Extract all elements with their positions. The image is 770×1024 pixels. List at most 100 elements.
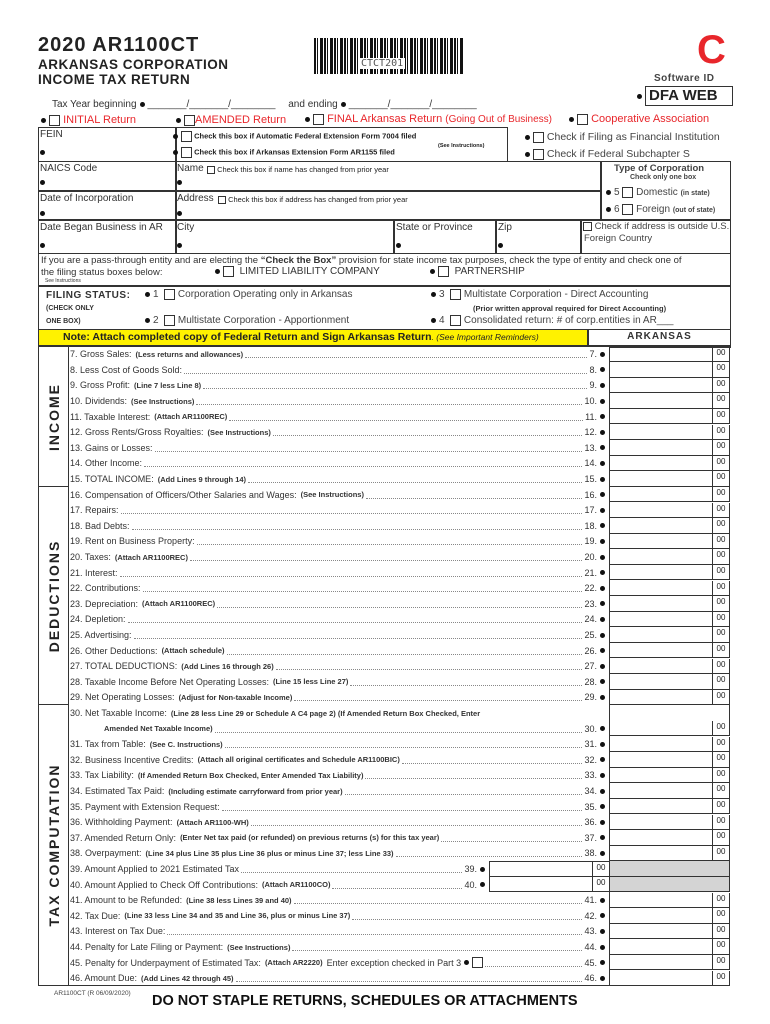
ext-7004-option[interactable]: Check this box if Automatic Federal Exte…	[170, 131, 416, 142]
foreign-checkbox[interactable]	[622, 204, 634, 215]
address-changed-checkbox[interactable]	[218, 196, 226, 205]
ext-1155-checkbox[interactable]	[181, 147, 192, 158]
filing-option-4[interactable]: 4 Consolidated return: # of corp.entitie…	[428, 315, 673, 326]
domestic-checkbox[interactable]	[622, 187, 634, 198]
address-field[interactable]	[177, 211, 182, 216]
line-37-amount-field[interactable]: 00	[609, 830, 730, 846]
line-34-row: 34. Estimated Tax Paid: (Including estima…	[70, 783, 608, 799]
line-10-amount-field[interactable]: 00	[609, 393, 730, 409]
line-38-amount-field[interactable]: 00	[609, 845, 730, 862]
partnership-option[interactable]: PARTNERSHIP	[427, 266, 525, 277]
line-44-amount-field[interactable]: 00	[609, 939, 730, 955]
cooperative-option[interactable]: Cooperative Association	[566, 113, 709, 125]
filing-option-3[interactable]: 3 Multistate Corporation - Direct Accoun…	[428, 289, 648, 300]
zip-field[interactable]	[498, 243, 503, 248]
line-46-amount-field[interactable]: 00	[609, 970, 730, 987]
line-34-amount-field[interactable]: 00	[609, 783, 730, 799]
initial-return-option[interactable]: INITIAL Return	[38, 114, 136, 126]
line-45-amount-field[interactable]: 00	[609, 954, 730, 971]
line-24-amount-field[interactable]: 00	[609, 611, 730, 628]
name-field[interactable]	[177, 180, 182, 185]
line-15-amount-field[interactable]: 00	[609, 471, 730, 487]
exception-checkbox[interactable]	[472, 957, 484, 969]
cents-field: 00	[712, 455, 729, 471]
domestic-option[interactable]: 5 Domestic (in state)	[603, 187, 710, 198]
filing-option-1[interactable]: 1 Corporation Operating only in Arkansas	[142, 289, 352, 300]
tax-year-end-field[interactable]: _______/_______/________	[348, 99, 477, 110]
line-20-amount-field[interactable]: 00	[609, 549, 730, 565]
state-field[interactable]	[396, 243, 401, 248]
naics-field[interactable]	[40, 180, 45, 185]
financial-institution-checkbox[interactable]	[533, 131, 544, 143]
line-39-amount-field[interactable]: 00	[489, 861, 610, 877]
line-32-amount-field[interactable]: 00	[609, 752, 730, 768]
outside-us-option[interactable]: Check if address is outside U.S.	[583, 221, 729, 232]
financial-institution-option[interactable]: Check if Filing as Financial Institution	[522, 131, 720, 143]
line-25-amount-field[interactable]: 00	[609, 627, 730, 643]
line-8-amount-field[interactable]: 00	[609, 362, 730, 378]
name-changed-option[interactable]: Check this box if name has changed from …	[207, 165, 389, 175]
subchapter-s-checkbox[interactable]	[533, 148, 544, 160]
city-field[interactable]	[177, 243, 182, 248]
line-19-amount-field[interactable]: 00	[609, 533, 730, 550]
line-11-amount-field[interactable]: 00	[609, 408, 730, 425]
name-changed-checkbox[interactable]	[207, 166, 215, 175]
ext-7004-checkbox[interactable]	[181, 131, 192, 142]
line-35-amount-field[interactable]: 00	[609, 798, 730, 815]
amended-return-option[interactable]: AMENDED Return	[173, 114, 286, 126]
fein-field[interactable]	[40, 150, 45, 155]
line-12-amount-field[interactable]: 00	[609, 424, 730, 441]
line-43-amount-field[interactable]: 00	[609, 923, 730, 940]
line-18-amount-field[interactable]: 00	[609, 518, 730, 534]
filing-2-checkbox[interactable]	[164, 315, 176, 326]
date-incorporation-field[interactable]	[40, 211, 45, 216]
line-41-amount-field[interactable]: 00	[609, 892, 730, 909]
line-40-amount-field[interactable]: 00	[489, 876, 610, 893]
line-7-amount-field[interactable]: 00	[609, 346, 730, 363]
llc-checkbox[interactable]	[223, 266, 234, 277]
amended-return-checkbox[interactable]	[184, 114, 195, 126]
line-25-row: 25. Advertising: 25.	[70, 627, 608, 643]
bullet-icon	[600, 507, 605, 513]
partnership-checkbox[interactable]	[438, 266, 449, 277]
line-22-row: 22. Contributions: 22.	[70, 581, 608, 597]
line-28-amount-field[interactable]: 00	[609, 674, 730, 690]
ext-1155-option[interactable]: Check this box if Arkansas Extension For…	[170, 147, 395, 158]
line-29-amount-field[interactable]: 00	[609, 689, 730, 706]
line-16-amount-field[interactable]: 00	[609, 486, 730, 503]
final-return-checkbox[interactable]	[313, 113, 324, 125]
line-13-amount-field[interactable]: 00	[609, 440, 730, 456]
line-17-amount-field[interactable]: 00	[609, 502, 730, 519]
line-31-amount-field[interactable]: 00	[609, 736, 730, 753]
foreign-option[interactable]: 6 Foreign (out of state)	[603, 204, 715, 215]
tax-year-begin-field[interactable]: _______/_______/________	[147, 99, 276, 110]
subchapter-s-option[interactable]: Check if Federal Subchapter S	[522, 148, 690, 160]
cooperative-checkbox[interactable]	[577, 113, 588, 125]
line-26-amount-field[interactable]: 00	[609, 642, 730, 659]
filing-3-checkbox[interactable]	[450, 289, 462, 300]
dot-leader	[332, 881, 463, 889]
bullet-icon	[600, 476, 605, 482]
line-9-amount-field[interactable]: 00	[609, 377, 730, 394]
final-return-option[interactable]: FINAL Arkansas Return (Going Out of Busi…	[302, 113, 552, 125]
line-label: 10. Dividends:	[70, 396, 128, 407]
outside-us-checkbox[interactable]	[583, 221, 592, 231]
filing-1-checkbox[interactable]	[164, 289, 176, 300]
initial-return-checkbox[interactable]	[49, 114, 60, 126]
filing-4-checkbox[interactable]	[450, 315, 462, 326]
date-began-field[interactable]	[40, 243, 45, 248]
line-label: 9. Gross Profit:	[70, 380, 131, 391]
line-label: 25. Advertising:	[70, 630, 132, 641]
address-changed-option[interactable]: Check this box if address has changed fr…	[218, 195, 408, 205]
line-23-amount-field[interactable]: 00	[609, 596, 730, 612]
line-33-amount-field[interactable]: 00	[609, 767, 730, 784]
line-27-amount-field[interactable]: 00	[609, 658, 730, 675]
line-30-amount-field[interactable]: 00	[609, 720, 730, 737]
filing-option-2[interactable]: 2 Multistate Corporation - Apportionment	[142, 315, 349, 326]
llc-option[interactable]: LIMITED LIABILITY COMPANY	[212, 266, 380, 277]
line-14-amount-field[interactable]: 00	[609, 455, 730, 472]
line-22-amount-field[interactable]: 00	[609, 580, 730, 597]
line-36-amount-field[interactable]: 00	[609, 814, 730, 831]
line-21-amount-field[interactable]: 00	[609, 564, 730, 581]
line-42-amount-field[interactable]: 00	[609, 908, 730, 924]
